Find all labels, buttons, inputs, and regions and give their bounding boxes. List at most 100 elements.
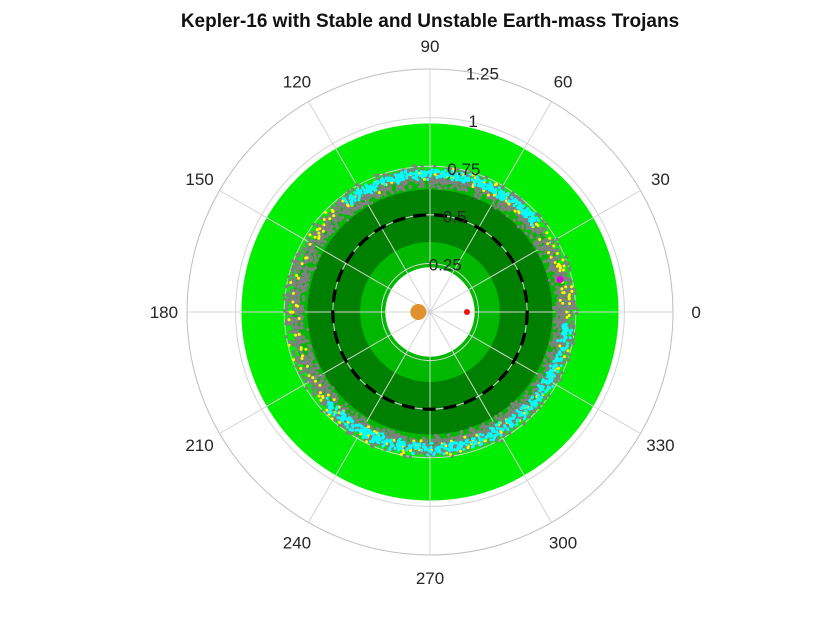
scatter-point [465, 443, 469, 447]
scatter-point [295, 270, 300, 274]
scatter-point [506, 428, 510, 432]
scatter-point [520, 218, 525, 222]
scatter-point [315, 258, 319, 262]
scatter-point [312, 369, 316, 373]
scatter-point [557, 262, 561, 266]
scatter-point [486, 424, 491, 428]
marker-star-B [463, 309, 470, 315]
scatter-point [479, 193, 483, 197]
scatter-point [443, 186, 448, 190]
scatter-point [534, 399, 538, 403]
scatter-point [542, 233, 546, 237]
scatter-point [294, 321, 298, 325]
scatter-point [304, 288, 308, 292]
scatter-point [552, 326, 557, 330]
scatter-point [470, 177, 474, 181]
scatter-point [350, 410, 354, 414]
scatter-point [317, 394, 321, 398]
scatter-point [302, 298, 306, 302]
scatter-point [555, 237, 559, 242]
scatter-point [545, 259, 549, 263]
scatter-point [568, 302, 571, 306]
scatter-point [565, 263, 569, 267]
scatter-point [509, 408, 514, 412]
scatter-point [304, 260, 309, 264]
scatter-point [536, 224, 540, 228]
scatter-point [388, 430, 393, 434]
scatter-point [552, 331, 556, 335]
scatter-point [357, 200, 361, 204]
scatter-point [402, 453, 407, 458]
scatter-point [498, 200, 502, 205]
scatter-point [418, 442, 422, 446]
scatter-point [493, 435, 496, 439]
scatter-point [322, 386, 326, 390]
scatter-point [333, 221, 338, 225]
scatter-point [517, 211, 521, 215]
scatter-point [488, 421, 492, 425]
scatter-point [365, 435, 368, 439]
scatter-point [546, 375, 550, 379]
scatter-point [297, 332, 301, 336]
scatter-point [302, 369, 307, 373]
scatter-point [487, 440, 491, 444]
scatter-point [432, 170, 436, 174]
scatter-point [481, 422, 486, 426]
scatter-point [546, 381, 549, 385]
scatter-point [551, 367, 555, 371]
scatter-point [530, 221, 534, 225]
scatter-point [295, 267, 300, 271]
scatter-point [529, 401, 533, 404]
scatter-point [546, 242, 550, 246]
scatter-point [442, 452, 446, 456]
scatter-point [552, 373, 556, 377]
scatter-point [415, 169, 419, 173]
scatter-point [564, 285, 568, 289]
scatter-point [478, 429, 482, 433]
scatter-point [555, 268, 560, 272]
scatter-point [427, 449, 431, 453]
scatter-point [289, 310, 293, 314]
scatter-point [518, 413, 521, 417]
scatter-point [408, 444, 412, 448]
scatter-point [540, 392, 544, 396]
scatter-point [328, 404, 332, 408]
scatter-point [507, 431, 512, 435]
scatter-point [318, 227, 322, 231]
scatter-point [420, 170, 423, 174]
scatter-point [297, 276, 300, 280]
scatter-point [493, 206, 498, 210]
scatter-point [525, 397, 529, 402]
scatter-point [377, 191, 381, 195]
scatter-point [536, 241, 540, 245]
scatter-point [354, 423, 358, 427]
scatter-series-3 [325, 322, 574, 457]
scatter-point [495, 437, 499, 442]
scatter-point [548, 376, 552, 379]
scatter-point [306, 370, 310, 374]
scatter-point [554, 285, 559, 289]
scatter-point [447, 449, 451, 453]
marker-trojan [556, 276, 564, 284]
scatter-point [548, 236, 552, 240]
scatter-point [524, 208, 528, 212]
scatter-point [342, 209, 346, 213]
angle-tick-label: 240 [283, 533, 311, 552]
scatter-point [549, 364, 552, 368]
scatter-point [496, 432, 500, 436]
reference-orbit-layer [331, 213, 529, 411]
scatter-point [328, 406, 332, 410]
scatter-point [563, 335, 567, 339]
scatter-point [308, 357, 312, 362]
scatter-point [541, 378, 545, 382]
scatter-point [558, 269, 562, 273]
scatter-point [390, 176, 394, 180]
scatter-point [345, 201, 349, 205]
scatter-point [570, 320, 575, 324]
scatter-point [360, 424, 363, 428]
scatter-point [462, 180, 466, 184]
scatter-point [343, 416, 347, 420]
scatter-point [289, 290, 293, 294]
scatter-point [381, 188, 385, 192]
scatter-point [416, 178, 420, 182]
